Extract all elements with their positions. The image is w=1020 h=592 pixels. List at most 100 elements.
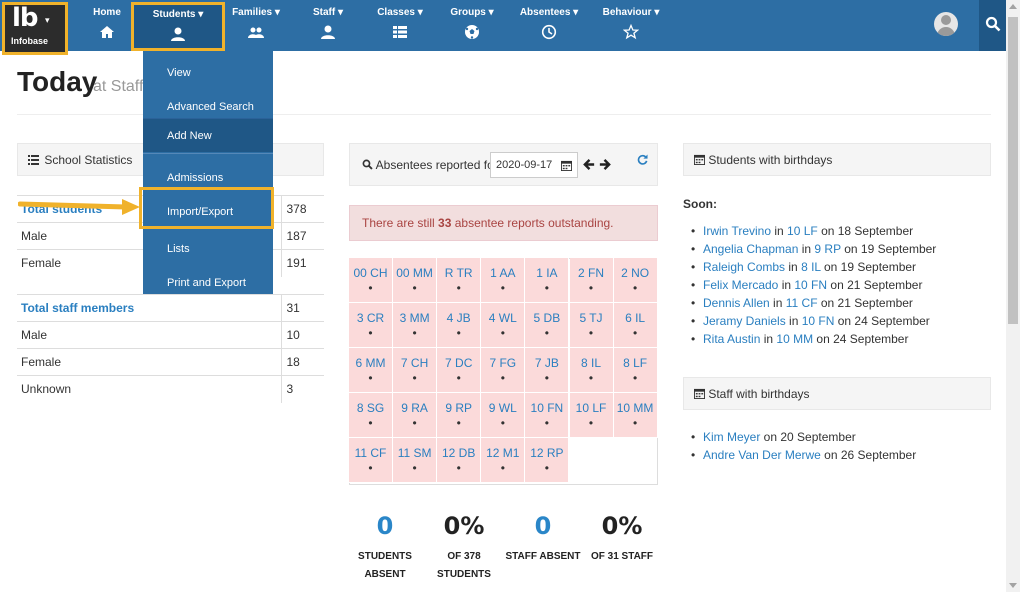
class-label: 5 DB: [533, 311, 561, 325]
class-cell[interactable]: 3 MM •: [393, 303, 438, 348]
arrow-left-icon[interactable]: [583, 158, 596, 171]
menu-item-admissions[interactable]: Admissions: [167, 172, 224, 184]
menu-item-print-and-export[interactable]: Print and Export: [167, 277, 246, 289]
refresh-icon[interactable]: [637, 154, 648, 165]
menu-item-import-export[interactable]: Import/Export: [167, 206, 234, 218]
class-link[interactable]: 11 CF: [785, 296, 818, 310]
staff-name-link[interactable]: Kim Meyer: [703, 430, 761, 444]
page-title: Today: [17, 66, 98, 97]
nav-students[interactable]: Students ▾: [131, 2, 225, 51]
class-link[interactable]: 10 FN: [801, 314, 835, 328]
class-label: 9 WL: [488, 401, 517, 415]
student-birthday-list: Irwin Trevino in 10 LF on 18 SeptemberAn…: [691, 224, 936, 350]
class-cell[interactable]: 6 IL •: [613, 303, 658, 348]
class-cell[interactable]: 7 DC •: [437, 348, 482, 393]
class-cell[interactable]: 11 SM •: [393, 438, 438, 483]
search-button[interactable]: [979, 0, 1006, 51]
brand-logo[interactable]: lb ▾ Infobase: [2, 2, 68, 55]
nav-home[interactable]: Home: [88, 0, 126, 51]
class-cell[interactable]: 6 MM •: [349, 348, 393, 393]
nav-staff[interactable]: Staff ▾: [305, 0, 351, 51]
student-name-link[interactable]: Jeramy Daniels: [703, 314, 786, 328]
class-cell[interactable]: 7 FG •: [481, 348, 526, 393]
class-cell[interactable]: 10 LF •: [569, 393, 614, 438]
staff-birthdays-heading: Staff with birthdays: [683, 377, 991, 410]
class-cell[interactable]: 9 RP •: [437, 393, 482, 438]
class-cell[interactable]: 10 FN •: [525, 393, 570, 438]
menu-item-view[interactable]: View: [167, 67, 191, 79]
nav-behaviour[interactable]: Behaviour ▾: [598, 0, 664, 51]
class-cell[interactable]: 8 LF •: [613, 348, 658, 393]
class-cell[interactable]: 11 CF •: [349, 438, 393, 483]
class-cell[interactable]: 5 TJ •: [569, 303, 614, 348]
class-cell[interactable]: R TR •: [437, 258, 482, 303]
menu-item-advanced-search[interactable]: Advanced Search: [167, 101, 254, 113]
class-cell[interactable]: 3 CR •: [349, 303, 393, 348]
class-link[interactable]: 8 IL: [801, 260, 821, 274]
student-name-link[interactable]: Raleigh Combs: [703, 260, 786, 274]
menu-item-lists[interactable]: Lists: [167, 243, 190, 255]
class-label: 5 TJ: [579, 311, 603, 325]
class-cell[interactable]: 12 M1 •: [481, 438, 526, 483]
nav-classes[interactable]: Classes ▾: [371, 0, 429, 51]
class-cell[interactable]: 1 AA •: [481, 258, 526, 303]
search-icon: [985, 16, 1001, 32]
staff-absent-stat: 0 STAFF ABSENT: [505, 512, 581, 562]
class-cell[interactable]: 10 MM •: [613, 393, 658, 438]
list-icon: [28, 155, 39, 165]
class-cell[interactable]: 7 JB •: [525, 348, 570, 393]
student-name-link[interactable]: Dennis Allen: [703, 296, 770, 310]
class-label: 00 CH: [353, 266, 388, 280]
arrow-right-icon[interactable]: [598, 158, 611, 171]
list-item: Irwin Trevino in 10 LF on 18 September: [691, 224, 936, 242]
on-text: on: [817, 224, 838, 238]
status-dot: •: [500, 281, 505, 295]
status-dot: •: [632, 371, 638, 385]
scrollbar-thumb[interactable]: [1008, 17, 1018, 324]
class-cell[interactable]: 8 IL •: [569, 348, 614, 393]
in-text: in: [778, 278, 795, 292]
student-name-link[interactable]: Irwin Trevino: [703, 224, 772, 238]
menu-divider: [143, 153, 273, 154]
status-dot: •: [456, 281, 461, 295]
student-name-link[interactable]: Felix Mercado: [703, 278, 779, 292]
class-cell[interactable]: 2 NO •: [613, 258, 658, 303]
class-cell[interactable]: 12 RP •: [525, 438, 570, 483]
class-cell[interactable]: 9 WL •: [481, 393, 526, 438]
class-cell[interactable]: 4 JB •: [437, 303, 482, 348]
class-cell[interactable]: 2 FN •: [569, 258, 614, 303]
calendar-icon[interactable]: [561, 160, 572, 171]
class-label: 7 DC: [445, 356, 473, 370]
in-text: in: [760, 332, 777, 346]
nav-absentees[interactable]: Absentees ▾: [514, 0, 584, 51]
class-label: 8 SG: [356, 401, 385, 415]
class-cell[interactable]: 8 SG •: [349, 393, 393, 438]
class-cell[interactable]: 00 MM •: [393, 258, 438, 303]
list-icon: [393, 26, 407, 38]
student-name-link[interactable]: Angelia Chapman: [703, 242, 799, 256]
class-cell[interactable]: 4 WL •: [481, 303, 526, 348]
class-link[interactable]: 9 RP: [814, 242, 841, 256]
class-cell[interactable]: 00 CH •: [349, 258, 393, 303]
class-cell[interactable]: 5 DB •: [525, 303, 570, 348]
birthday-date: 21 September: [837, 296, 913, 310]
page-scrollbar[interactable]: [1006, 0, 1020, 592]
date-input[interactable]: 2020-09-17: [490, 152, 578, 178]
student-name-link[interactable]: Rita Austin: [703, 332, 761, 346]
nav-families[interactable]: Families ▾: [226, 0, 286, 51]
status-dot: •: [500, 416, 505, 430]
class-cell[interactable]: 7 CH •: [393, 348, 438, 393]
user-avatar[interactable]: [934, 12, 958, 36]
on-text: on: [817, 296, 838, 310]
class-link[interactable]: 10 FN: [794, 278, 828, 292]
class-cell[interactable]: 9 RA •: [393, 393, 438, 438]
nav-groups[interactable]: Groups ▾: [444, 0, 500, 51]
class-link[interactable]: 10 MM: [776, 332, 814, 346]
staff-name-link[interactable]: Andre Van Der Merwe: [703, 448, 821, 462]
class-label: 11 SM: [397, 446, 432, 460]
class-cell[interactable]: 12 DB •: [437, 438, 482, 483]
list-item: Andre Van Der Merwe on 26 September: [691, 448, 916, 466]
class-cell[interactable]: 1 IA •: [525, 258, 570, 303]
class-link[interactable]: 10 LF: [787, 224, 818, 238]
menu-item-add-new[interactable]: Add New: [143, 118, 273, 152]
